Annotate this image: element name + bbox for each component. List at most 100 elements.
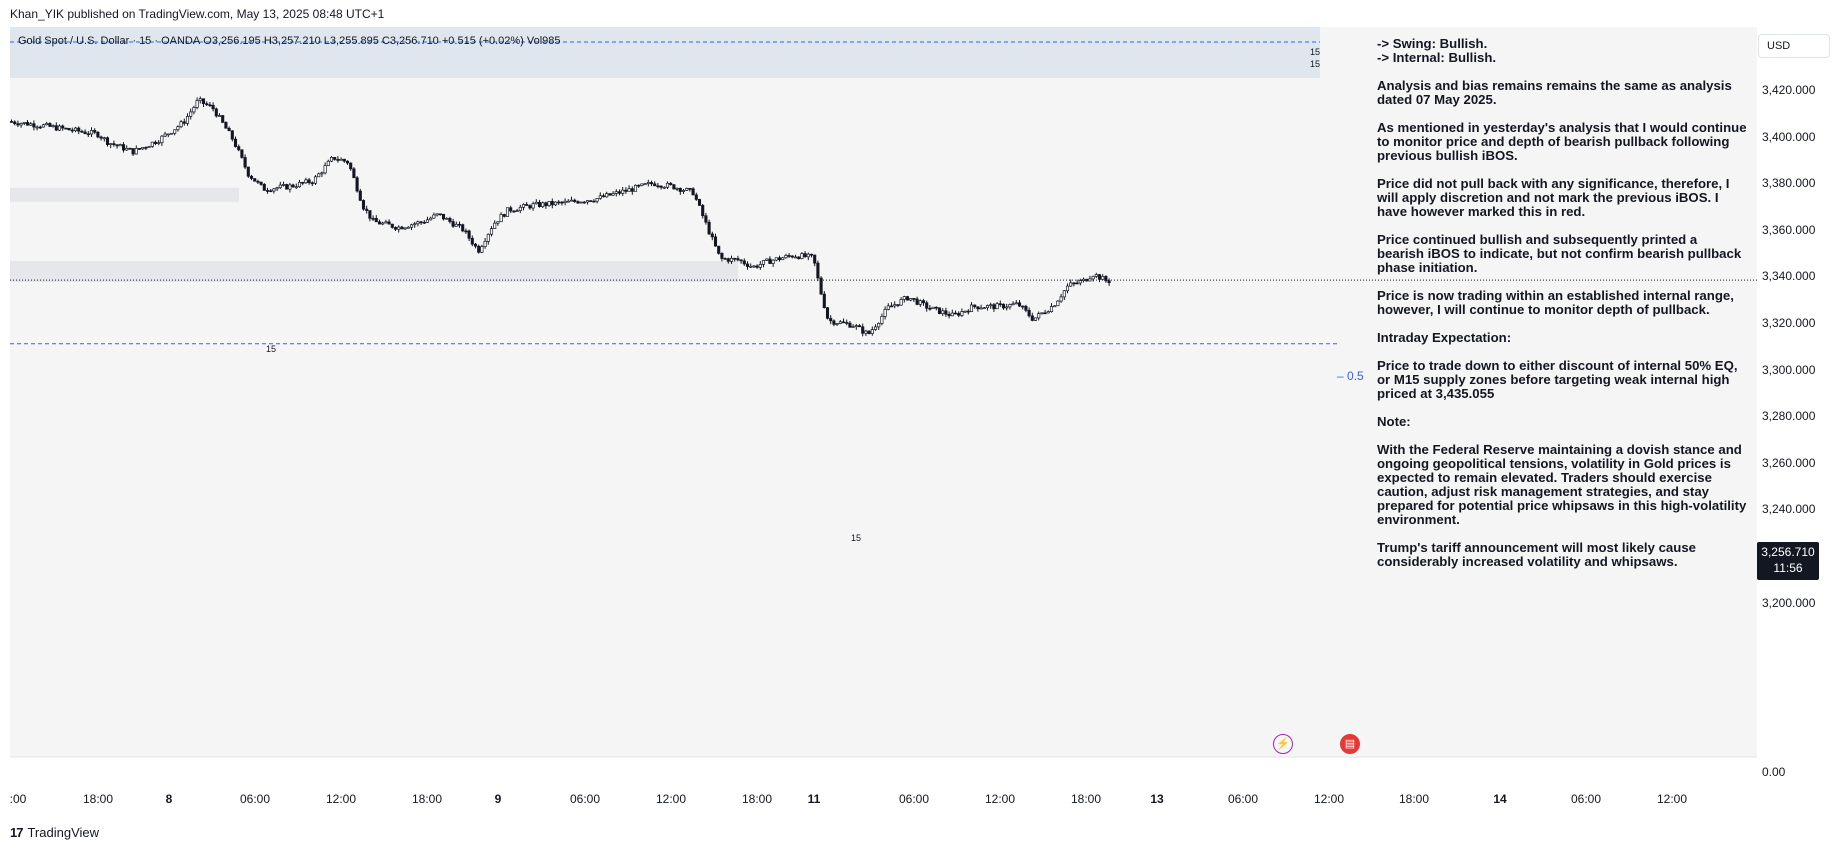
candle-body (32, 123, 36, 128)
candle-body (611, 193, 615, 196)
candle-body (838, 321, 842, 324)
time-tick-label: 06:00 (569, 792, 601, 806)
candle-body (230, 130, 234, 140)
candle-body (1043, 312, 1047, 315)
candle-body (141, 147, 145, 150)
candle-body (307, 179, 311, 184)
candle-body (57, 125, 62, 131)
legend-low: L3,255.895 (323, 35, 379, 47)
time-tick-label: 06:00 (1570, 792, 1602, 806)
price-tick-label: 3,300.000 (1762, 362, 1816, 377)
candle-body (109, 143, 113, 145)
candle-body (797, 256, 801, 260)
tradingview-logo-icon: 17 (10, 825, 24, 840)
candle-body (886, 305, 890, 310)
time-tick-label: 18:00 (82, 792, 114, 806)
candle-body (249, 175, 254, 179)
note-heading: Note: (1377, 414, 1411, 429)
candle-body (461, 224, 465, 232)
candle-body (93, 130, 97, 133)
candle-body (563, 200, 567, 204)
price-scale[interactable] (1757, 27, 1835, 757)
current-price-badge: 3,256.710 11:56 (1757, 542, 1819, 580)
candle-body (979, 307, 983, 310)
candle-body (432, 214, 436, 219)
candle-body (304, 179, 308, 184)
candle-body (697, 199, 702, 206)
candle-body (1088, 278, 1092, 282)
candle-body (867, 330, 871, 334)
candle-body (365, 208, 369, 211)
candle-body (19, 123, 23, 126)
candle-body (150, 141, 154, 147)
candle-body (224, 122, 228, 129)
candle-body (285, 184, 289, 190)
candle-body (1037, 313, 1041, 319)
time-axis[interactable]: :00 18:00 8 06:00 12:00 18:00 9 06:00 12:00 18:00… (0, 792, 1835, 818)
candle-body (534, 201, 538, 205)
us-flag-icon[interactable]: ▤ (1340, 734, 1360, 754)
time-tick-label: :00 (9, 792, 27, 806)
candle-body (112, 143, 116, 146)
candle-body (393, 227, 398, 230)
candle-body (470, 237, 474, 245)
candle-body (294, 186, 298, 189)
candle-body (211, 104, 215, 110)
candle-body (13, 121, 17, 125)
candle-body (505, 207, 510, 217)
chart-pane[interactable] (10, 27, 1757, 757)
candle-body (1005, 306, 1009, 309)
candle-body (272, 188, 276, 192)
candle-body (553, 201, 558, 206)
candle-body (227, 127, 231, 132)
price-tick-label: 3,320.000 (1762, 316, 1816, 330)
candle-body (710, 233, 714, 238)
candle-body (1008, 304, 1012, 308)
price-tick-label: 3,420.000 (1762, 83, 1816, 97)
candle-body (729, 257, 734, 262)
candle-body (957, 313, 961, 316)
candle-body (649, 182, 654, 185)
candle-body (25, 122, 30, 126)
candle-body (656, 185, 660, 188)
candle-body (889, 305, 894, 308)
time-tick-label: 14 (1493, 792, 1507, 806)
candle-body (349, 162, 353, 170)
time-tick-label: 06:00 (1227, 792, 1259, 806)
candle-body (406, 226, 410, 229)
candle-body (451, 221, 455, 227)
candle-body (86, 133, 90, 136)
candle-body (925, 302, 929, 309)
candle-body (800, 253, 804, 260)
candle-body (333, 156, 337, 160)
candle-body (173, 129, 177, 134)
candle-body (525, 204, 529, 206)
candle-body (1104, 276, 1108, 282)
candle-body (589, 200, 593, 202)
candle-body (816, 262, 820, 279)
currency-selector[interactable]: USD (1758, 34, 1830, 58)
candle-body (653, 183, 657, 187)
price-tick-label: 3,240.000 (1762, 502, 1816, 517)
candle-body (742, 260, 746, 265)
candle-body (381, 222, 385, 225)
candle-body (265, 190, 270, 192)
candle-body (1033, 317, 1038, 321)
lightning-icon[interactable]: ⚡ (1273, 734, 1293, 754)
candle-body (864, 330, 868, 334)
symbol-legend: Gold Spot / U.S. Dollar · 15 · OANDA O3,… (18, 35, 561, 47)
candle-body (601, 195, 606, 198)
candle-body (355, 177, 359, 192)
candle-body (685, 187, 689, 191)
analysis-note: -> Swing: Bullish. -> Internal: Bullish.… (1377, 37, 1747, 583)
candle-body (163, 133, 167, 137)
candle-body (1078, 280, 1082, 284)
candle-body (749, 265, 753, 268)
candle-body (739, 259, 743, 262)
bar-countdown: 11:56 (1773, 561, 1803, 575)
candle-body (345, 160, 350, 164)
candle-body (425, 219, 430, 223)
footer-brand: 17 TradingView (10, 825, 99, 840)
candle-body (934, 306, 938, 309)
